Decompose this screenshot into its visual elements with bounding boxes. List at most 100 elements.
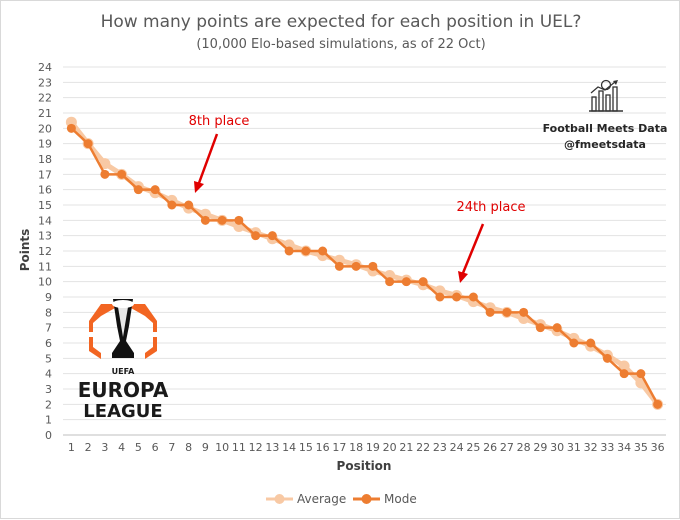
x-tick-label: 3 (101, 441, 108, 454)
x-tick-label: 34 (617, 441, 631, 454)
logo-europa-text: EUROPA (78, 378, 169, 402)
data-point-mode (401, 277, 411, 287)
data-point-mode (636, 369, 646, 379)
x-tick-label: 35 (634, 441, 648, 454)
y-tick-label: 1 (45, 414, 52, 427)
data-point-mode (251, 231, 261, 241)
x-tick-label: 2 (85, 441, 92, 454)
series-layer (65, 116, 664, 410)
data-point-mode (267, 231, 277, 241)
data-point-mode (485, 307, 495, 317)
x-tick-label: 6 (152, 441, 159, 454)
x-tick-label: 9 (202, 441, 209, 454)
x-tick-label: 4 (118, 441, 125, 454)
data-point-mode (468, 292, 478, 302)
y-tick-label: 5 (45, 352, 52, 365)
x-tick-label: 1 (68, 441, 75, 454)
data-point-mode (368, 261, 378, 271)
annotation-24th-place-arrowhead (458, 271, 468, 283)
data-point-mode (552, 323, 562, 333)
data-point-mode (217, 215, 227, 225)
y-tick-label: 20 (38, 122, 52, 135)
data-point-mode (602, 353, 612, 363)
series-average (65, 116, 664, 410)
data-point-mode (284, 246, 294, 256)
data-point-mode (502, 307, 512, 317)
data-point-mode (150, 185, 160, 195)
x-tick-label: 23 (433, 441, 447, 454)
y-tick-label: 4 (45, 368, 52, 381)
y-tick-label: 3 (45, 383, 52, 396)
y-tick-label: 2 (45, 398, 52, 411)
x-tick-label: 8 (185, 441, 192, 454)
x-tick-label: 22 (416, 441, 430, 454)
branding-name: Football Meets Data (543, 122, 668, 135)
data-point-mode (318, 246, 328, 256)
branding: Football Meets Data @fmeetsdata (543, 79, 668, 151)
y-tick-label: 14 (38, 214, 52, 227)
logo-uefa-text: UEFA (112, 367, 136, 376)
y-tick-label: 6 (45, 337, 52, 350)
y-tick-label: 22 (38, 92, 52, 105)
football-chart-icon (589, 79, 623, 112)
x-tick-label: 30 (550, 441, 564, 454)
x-tick-label: 14 (282, 441, 296, 454)
logo-league-text: LEAGUE (83, 401, 162, 422)
x-tick-label: 12 (249, 441, 263, 454)
y-tick-label: 23 (38, 76, 52, 89)
y-tick-label: 15 (38, 199, 52, 212)
data-point-mode (66, 123, 76, 133)
x-tick-label: 16 (316, 441, 330, 454)
y-tick-label: 21 (38, 107, 52, 120)
data-point-mode (117, 169, 127, 179)
x-tick-label: 36 (651, 441, 665, 454)
x-tick-labels: 1 2 3 4 5 6 7 8 9 10 11 12 13 14 15 16 17 18 19 20 21 22 23 24 2… (68, 441, 665, 454)
x-tick-label: 20 (383, 441, 397, 454)
data-point-mode (653, 399, 663, 409)
europa-league-logo: UEFA EUROPA LEAGUE (78, 299, 169, 422)
x-axis-label: Position (337, 459, 392, 473)
data-point-mode (569, 338, 579, 348)
data-point-mode (351, 261, 361, 271)
x-tick-label: 21 (399, 441, 413, 454)
y-tick-label: 11 (38, 260, 52, 273)
y-tick-label: 10 (38, 276, 52, 289)
x-tick-label: 24 (450, 441, 464, 454)
data-point-mode (452, 292, 462, 302)
legend-item-mode: Mode (353, 492, 417, 506)
legend-label-mode: Mode (384, 492, 417, 506)
y-tick-label: 17 (38, 168, 52, 181)
data-point-average (618, 360, 630, 372)
x-tick-label: 7 (168, 441, 175, 454)
y-tick-label: 9 (45, 291, 52, 304)
legend: Average Mode (266, 492, 417, 506)
chart-title: How many points are expected for each po… (101, 12, 582, 32)
x-tick-label: 15 (299, 441, 313, 454)
annotation-8th-place-arrow (197, 133, 219, 184)
data-point-mode (586, 338, 596, 348)
data-point-mode (184, 200, 194, 210)
x-tick-label: 19 (366, 441, 380, 454)
x-tick-label: 27 (500, 441, 514, 454)
grid-layer (63, 66, 666, 436)
x-tick-label: 17 (332, 441, 346, 454)
annotation-24th-place-label: 24th place (457, 200, 526, 215)
data-point-mode (167, 200, 177, 210)
annotation-8th-place: 8th place (189, 114, 249, 193)
annotation-24th-place: 24th place (457, 200, 526, 283)
x-tick-label: 11 (232, 441, 246, 454)
data-point-mode (100, 169, 110, 179)
x-tick-label: 26 (483, 441, 497, 454)
x-tick-label: 25 (466, 441, 480, 454)
data-point-mode (83, 139, 93, 149)
x-tick-label: 13 (265, 441, 279, 454)
series-line-average (69, 120, 660, 406)
x-tick-label: 10 (215, 441, 229, 454)
y-tick-label: 19 (38, 138, 52, 151)
y-tick-label: 13 (38, 230, 52, 243)
europa-league-trophy-icon (89, 299, 157, 359)
series-mode (66, 123, 663, 409)
